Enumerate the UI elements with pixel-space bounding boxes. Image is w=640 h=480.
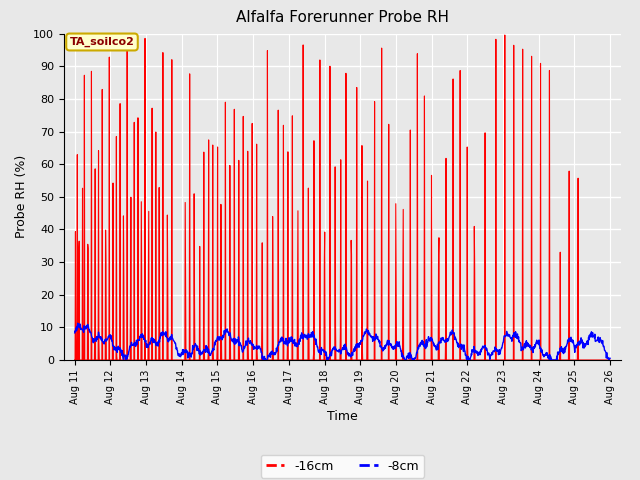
Line: -16cm: -16cm — [75, 35, 610, 360]
-16cm — [495, 357, 503, 363]
-8cm — [191, 345, 198, 350]
-16cm — [71, 357, 79, 363]
-16cm — [543, 357, 550, 363]
X-axis label: Time: Time — [327, 410, 358, 423]
-8cm — [496, 351, 504, 357]
-16cm — [501, 32, 509, 38]
-16cm — [606, 357, 614, 363]
-8cm — [71, 330, 79, 336]
-8cm — [178, 350, 186, 356]
Y-axis label: Probe RH (%): Probe RH (%) — [15, 155, 28, 239]
-16cm — [426, 357, 433, 363]
-16cm — [190, 357, 198, 363]
Line: -8cm: -8cm — [75, 323, 610, 360]
Text: TA_soilco2: TA_soilco2 — [70, 37, 134, 47]
-8cm — [426, 338, 434, 344]
-16cm — [250, 357, 257, 363]
-8cm — [606, 355, 614, 361]
-8cm — [122, 357, 130, 363]
Title: Alfalfa Forerunner Probe RH: Alfalfa Forerunner Probe RH — [236, 11, 449, 25]
Legend: -16cm, -8cm: -16cm, -8cm — [260, 455, 424, 478]
-8cm — [74, 320, 81, 326]
-8cm — [251, 344, 259, 349]
-16cm — [177, 357, 184, 363]
-8cm — [543, 351, 551, 357]
